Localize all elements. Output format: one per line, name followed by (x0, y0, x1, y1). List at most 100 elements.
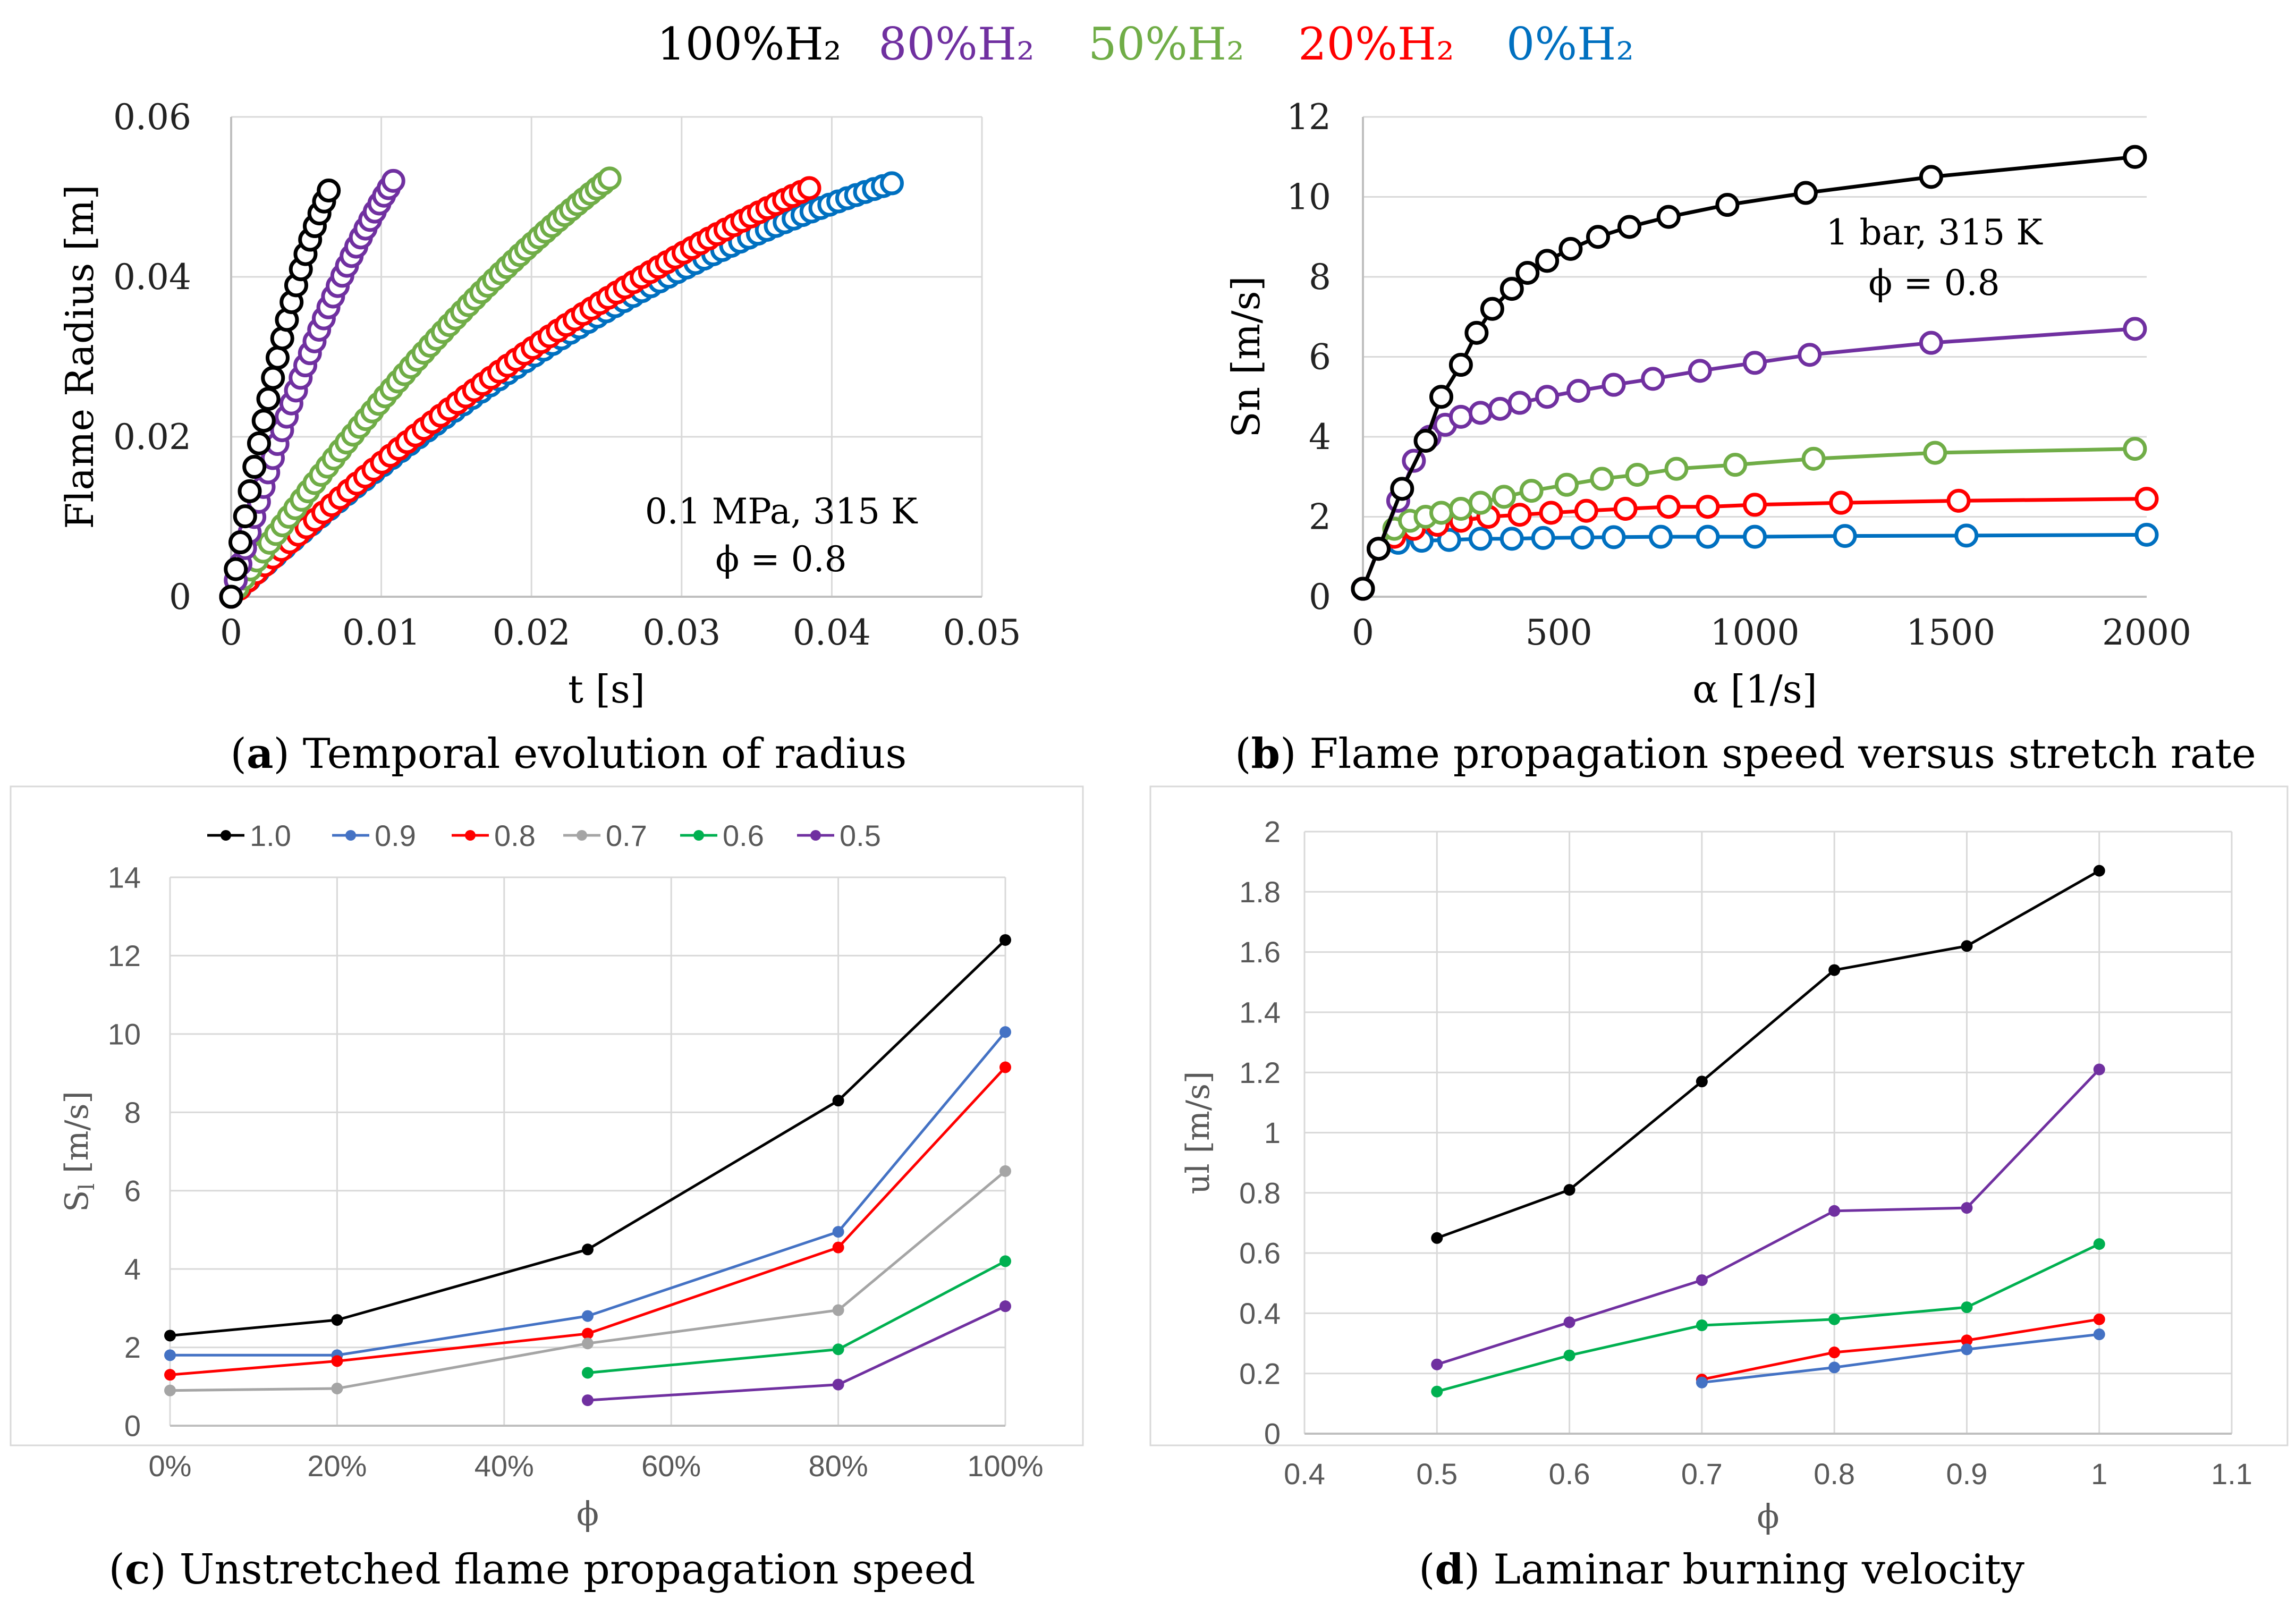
y-tick-label: 12 (1286, 97, 1331, 138)
data-point (164, 1349, 176, 1361)
data-point (1586, 225, 1610, 249)
x-axis-label: ϕ (1757, 1497, 1779, 1536)
y-tick-label: 0.2 (1239, 1357, 1281, 1390)
data-point (1535, 249, 1560, 273)
data-point (219, 585, 243, 609)
legend-item: 0.8 (452, 819, 536, 852)
data-point (1535, 385, 1560, 409)
legend-label: 0.6 (723, 819, 764, 852)
data-point (1431, 1385, 1443, 1398)
y-tick-label: 0.4 (1239, 1297, 1281, 1330)
y-axis-label: Sl [m/s] (58, 1091, 99, 1212)
data-point (1563, 1184, 1575, 1196)
y-tick-label: 6 (124, 1174, 141, 1207)
data-point (832, 1226, 844, 1238)
data-point (1828, 1205, 1841, 1217)
data-point (1464, 320, 1489, 345)
y-tick-label: 1.4 (1239, 996, 1281, 1029)
data-point (1696, 1319, 1708, 1332)
legend-item: 0.6 (680, 819, 764, 852)
data-point (1829, 490, 1853, 515)
y-tick-label: 0.6 (1239, 1237, 1281, 1270)
data-point (582, 1337, 594, 1350)
data-point (1919, 165, 1943, 189)
data-point (1696, 495, 1720, 519)
series-group (164, 1165, 1011, 1396)
series-group (1431, 1238, 2105, 1398)
data-point (1448, 404, 1473, 429)
data-point (317, 178, 341, 202)
y-tick-label: 8 (1309, 257, 1331, 298)
data-point (331, 1382, 343, 1394)
series-group (582, 1300, 1011, 1407)
series-line (1436, 1242, 2100, 1393)
data-point (1507, 503, 1532, 527)
data-point (1488, 396, 1512, 421)
x-tick-label: 0.7 (1681, 1457, 1723, 1491)
y-tick-label: 10 (1286, 177, 1331, 218)
series-line (170, 1031, 1006, 1357)
data-point (261, 366, 285, 390)
data-point (1696, 1274, 1708, 1286)
series-group (582, 1255, 1011, 1379)
data-point (2134, 487, 2159, 511)
x-tick-label: 20% (307, 1449, 367, 1483)
data-point (331, 1355, 343, 1367)
series-group (1351, 522, 2159, 601)
series-group (219, 178, 341, 609)
data-point (1468, 401, 1493, 425)
data-point (2134, 522, 2159, 547)
data-point (164, 1369, 176, 1381)
data-point (1961, 940, 1973, 952)
series-group (1431, 865, 2105, 1244)
data-point (1961, 1202, 1973, 1214)
y-tick-label: 2 (1309, 497, 1331, 538)
data-point (1664, 456, 1689, 481)
y-tick-label: 2 (124, 1331, 141, 1364)
data-point (1390, 477, 1414, 501)
series-group (219, 166, 622, 609)
x-tick-label: 0.5 (1416, 1457, 1458, 1491)
legend-entry: 100%H₂ (657, 18, 841, 70)
data-point (1431, 1358, 1443, 1370)
data-point (582, 1327, 594, 1340)
data-point (999, 934, 1011, 946)
data-point (1492, 485, 1516, 509)
panel-caption: (c) Unstretched flame propagation speed (108, 1545, 975, 1594)
data-point (1558, 236, 1583, 261)
chart-frame (1149, 785, 2289, 1446)
legend-label: 0.5 (840, 819, 881, 852)
data-point (1499, 527, 1524, 551)
data-point (265, 345, 290, 370)
y-tick-label: 1 (1264, 1116, 1281, 1149)
legend-entry: 50%H₂ (1088, 18, 1244, 70)
legend-label: 0.8 (494, 819, 536, 852)
legend-item: 0.5 (797, 819, 881, 852)
data-point (832, 1241, 844, 1254)
data-point (1715, 193, 1740, 217)
x-tick-label: 0% (149, 1449, 192, 1483)
data-point (2093, 1063, 2105, 1076)
data-point (1351, 577, 1375, 601)
y-tick-label: 0.04 (113, 257, 191, 298)
data-point (1696, 1076, 1708, 1088)
data-point (2093, 1238, 2105, 1250)
data-point (247, 431, 271, 455)
legend-swatch-marker (465, 830, 476, 841)
y-tick-label: 0 (169, 577, 191, 617)
panel-c: 0 2 4 6 8 10 12 14 0% 20% 40% 60% 80% 100% ϕ Sl [m/s] 1.… (10, 785, 1084, 1594)
data-point (228, 530, 252, 555)
x-tick-label: 1500 (1906, 612, 1995, 653)
legend-swatch-marker (693, 830, 704, 841)
data-point (1437, 528, 1461, 552)
data-point (1574, 498, 1598, 523)
y-tick-label: 10 (108, 1017, 141, 1051)
data-point (1833, 524, 1857, 548)
data-point (1801, 446, 1826, 471)
y-tick-label: 0.02 (113, 417, 191, 458)
data-point (1480, 297, 1504, 321)
data-point (242, 455, 267, 479)
data-point (597, 166, 622, 191)
data-point (1656, 205, 1681, 229)
data-point (999, 1061, 1011, 1073)
